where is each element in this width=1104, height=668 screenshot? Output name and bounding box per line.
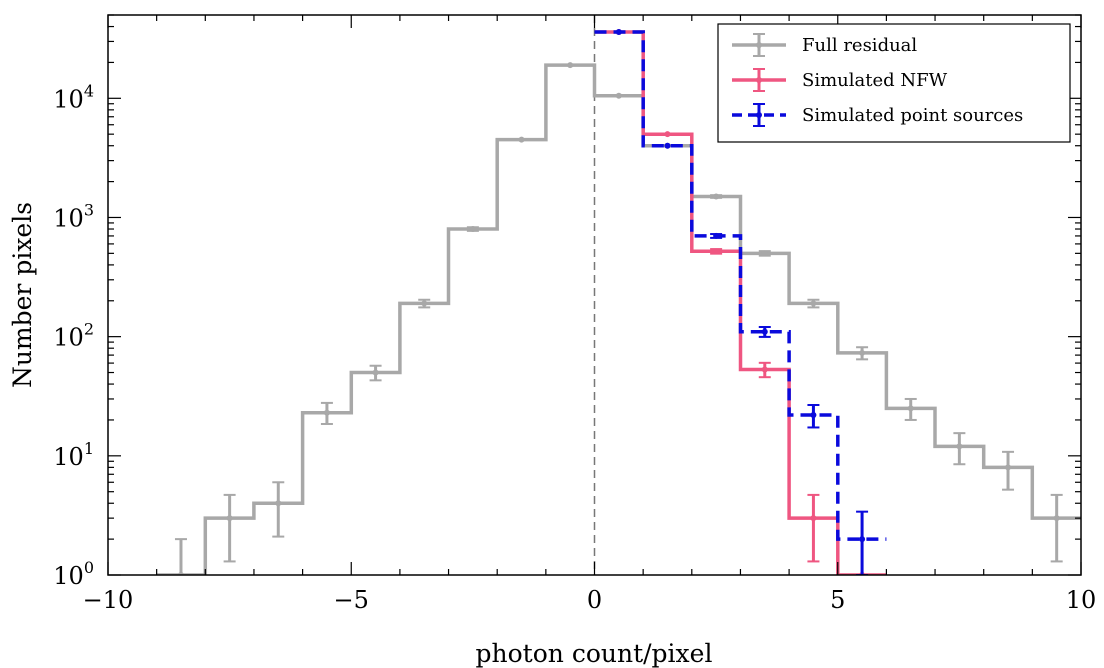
data-point [810,515,817,522]
y-tick-label: 104 [53,81,94,113]
data-point [810,412,817,419]
data-point [275,500,282,507]
x-tick-label: −10 [83,586,134,614]
data-point [664,142,671,149]
x-tick-label: 0 [587,586,602,614]
data-point [713,248,720,255]
y-tick-label: 101 [53,439,94,471]
data-point [518,136,525,143]
data-point [421,300,428,307]
data-point [810,300,817,307]
data-point [713,193,720,200]
data-point [567,62,574,69]
legend-entry: Full residual [732,33,917,57]
y-tick-label: 100 [53,558,94,590]
legend-label: Simulated point sources [802,105,1023,126]
x-axis-label: photon count/pixel [476,639,713,668]
data-point [956,443,963,450]
data-point [1053,515,1060,522]
data-point [859,349,866,356]
data-point [713,232,720,239]
legend-entry: Simulated NFW [732,68,948,92]
x-tick-label: −5 [334,586,369,614]
data-point [226,515,233,522]
x-tick-label: 5 [830,586,845,614]
series-step-line [594,30,887,541]
data-point [664,131,671,138]
legend-swatch-marker [756,42,762,48]
y-tick-label: 103 [53,200,94,232]
data-point [761,250,768,257]
legend-swatch-marker [756,112,762,118]
data-point [372,369,379,376]
legend: Full residual Simulated NFW Simulated poin… [717,23,1071,143]
legend-label: Full residual [802,35,917,56]
legend-label: Simulated NFW [802,70,948,91]
data-point [615,92,622,99]
data-point [615,29,622,36]
data-point [323,409,330,416]
legend-entry: Simulated point sources [732,103,1023,127]
y-tick-label: 102 [53,320,94,352]
data-point [859,536,866,543]
data-point [761,328,768,335]
series-3 [594,29,887,575]
data-point [1005,464,1012,471]
data-point [761,366,768,373]
x-tick-label: 10 [1066,586,1097,614]
legend-swatch-marker [756,77,762,83]
y-axis-label: Number pixels [8,202,37,388]
data-point [469,226,476,233]
data-point [907,405,914,412]
